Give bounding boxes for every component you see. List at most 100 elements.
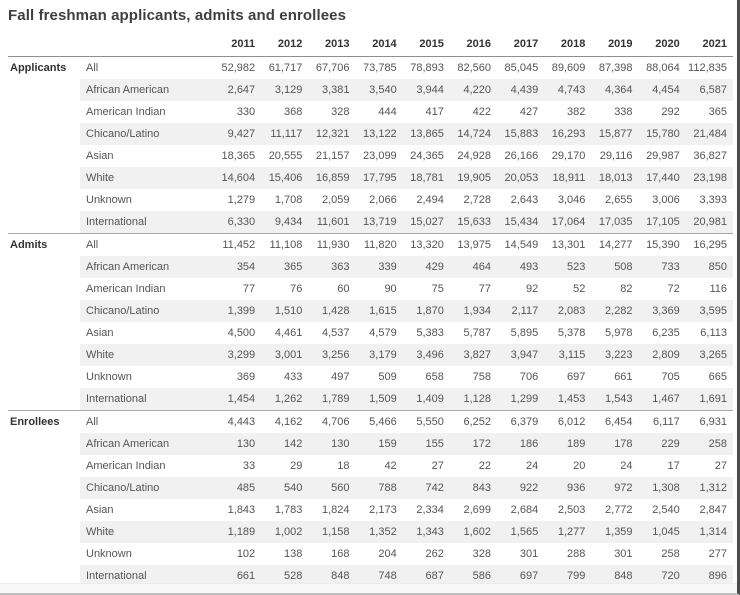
cell-value: 1,691 [685,388,733,411]
cell-value: 18,911 [544,167,592,189]
cell-value: 16,293 [544,123,592,145]
row-label: White [80,167,214,189]
table-row: Asian 4,500 4,461 4,537 4,579 5,383 5,787 5,895… [8,322,733,344]
cell-value: 102 [236,548,256,560]
year-header-row: 2011 2012 2013 2014 2015 2016 2017 2018 2019 2020… [8,30,733,57]
table-row: White 1,189 1,002 1,158 1,352 1,343 1,602 1,565… [8,521,733,543]
cell-value: 4,579 [369,327,397,339]
cell-value: 1,262 [261,388,309,411]
section-label-spacer [8,455,80,477]
cell-value: 2,117 [497,300,545,322]
cell-value: 3,265 [685,344,733,366]
cell-value: 82 [620,283,633,295]
cell-value: 4,706 [308,410,356,433]
cell-value: 6,587 [685,79,733,101]
cell-value: 15,406 [261,167,309,189]
cell-value: 277 [708,548,727,560]
cell-value: 138 [283,548,303,560]
cell-value: 258 [661,548,680,560]
section-label-spacer [8,278,80,300]
cell-value: 706 [519,371,539,383]
cell-value: 2,503 [557,504,586,516]
cell-value: 14,549 [497,233,545,256]
cell-value: 485 [214,477,262,499]
cell-value: 14,724 [449,123,498,145]
cell-value: 697 [497,565,545,588]
cell-value: 4,743 [544,79,592,101]
cell-value: 17,064 [544,211,592,234]
cell-value: 363 [308,256,356,278]
cell-value: 16,295 [685,233,733,256]
table-row: Enrollees All 4,443 4,162 4,706 5,466 5,550 6,2… [8,410,733,433]
cell-value: 843 [449,477,498,499]
cell-value: 18,365 [221,150,256,162]
cell-value: 658 [425,371,444,383]
cell-value: 540 [261,477,309,499]
cell-value: 67,706 [315,62,350,74]
year-header-2017: 2017 [497,30,545,57]
cell-value: 159 [355,433,403,455]
cell-value: 1,543 [591,388,639,411]
cell-value: 1,708 [274,194,303,206]
cell-value: 758 [472,371,492,383]
section-label-spacer [8,300,80,322]
cell-value: 4,162 [261,410,309,433]
cell-value: 189 [544,433,592,455]
cell-value: 2,643 [510,194,539,206]
row-label: American Indian [86,460,166,472]
section-label-spacer [8,79,80,101]
cell-value: 2,066 [369,194,397,206]
cell-value: 1,299 [497,388,545,411]
cell-value: 433 [283,371,303,383]
table-row: White 3,299 3,001 3,256 3,179 3,496 3,827 3,947… [8,344,733,366]
cell-value: 17 [667,460,680,472]
cell-value: 509 [378,371,397,383]
cell-value: 2,494 [416,194,444,206]
table-row: African American 2,647 3,129 3,381 3,540 3,94… [8,79,733,101]
cell-value: 2,173 [369,504,397,516]
section-label-spacer [8,477,80,499]
year-header-2014: 2014 [355,30,403,57]
cell-value: 2,655 [605,194,633,206]
row-label: Asian [86,150,114,162]
year-header-2021: 2021 [685,30,733,57]
row-label: White [80,344,214,366]
cell-value: 523 [544,256,592,278]
cell-value: 3,006 [652,194,680,206]
cell-value: 29 [290,460,303,472]
year-header-2012: 2012 [261,30,309,57]
cell-value: 258 [685,433,733,455]
cell-value: 20,053 [497,167,545,189]
cell-value: 1,565 [497,521,545,543]
cell-value: 1,870 [402,300,450,322]
table-row: Asian 18,365 20,555 21,157 23,099 24,365 24,92… [8,145,733,167]
cell-value: 9,434 [261,211,309,234]
cell-value: 6,931 [685,410,733,433]
cell-value: 89,609 [551,62,586,74]
year-header-2011: 2011 [214,30,262,57]
cell-value: 13,975 [449,233,498,256]
section-label: Applicants [8,56,80,79]
cell-value: 15,390 [638,233,686,256]
cell-value: 427 [519,106,539,118]
cell-value: 1,399 [214,300,262,322]
cell-value: 262 [425,548,444,560]
cell-value: 2,334 [416,504,444,516]
cell-value: 85,045 [504,62,539,74]
cell-value: 1,158 [308,521,356,543]
section-label-spacer [8,167,80,189]
cell-value: 88,064 [646,62,680,74]
cell-value: 292 [661,106,680,118]
cell-value: 697 [567,371,586,383]
cell-value: 422 [472,106,492,118]
cell-value: 15,883 [497,123,545,145]
cell-value: 1,824 [321,504,350,516]
row-label: All [80,233,214,256]
cell-value: 936 [544,477,592,499]
cell-value: 2,059 [321,194,350,206]
cell-value: 687 [402,565,450,588]
cell-value: 3,393 [699,194,727,206]
cell-value: 3,299 [214,344,262,366]
table-row: International 6,330 9,434 11,601 13,719 15,02… [8,211,733,234]
